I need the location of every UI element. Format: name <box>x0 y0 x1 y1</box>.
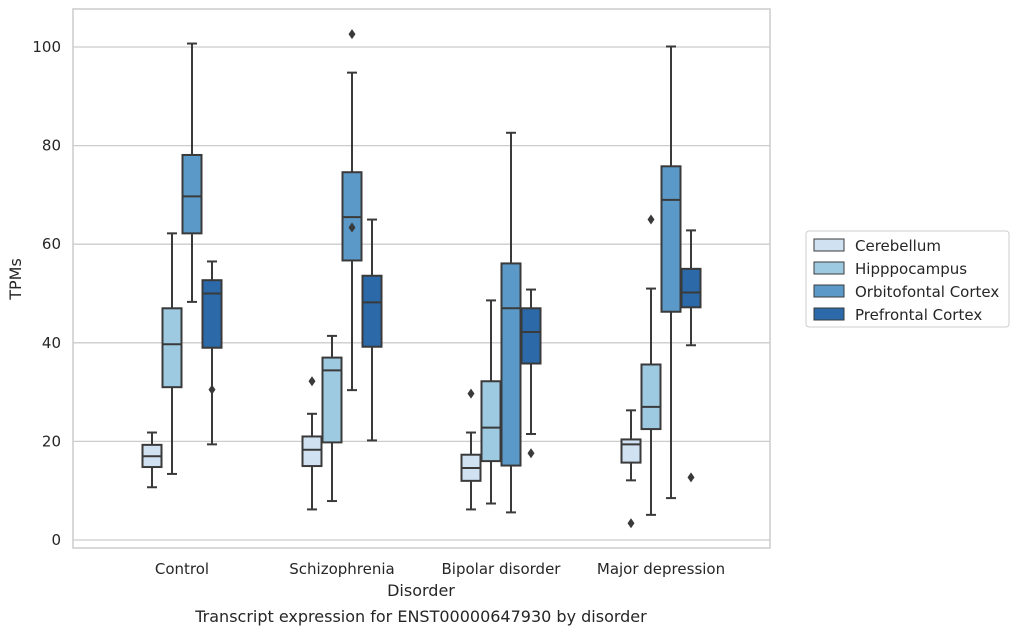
chart-caption: Transcript expression for ENST0000064793… <box>194 607 647 626</box>
y-tick-label: 60 <box>42 235 61 253</box>
x-tick-label: Schizophrenia <box>289 560 394 578</box>
x-tick-label: Major depression <box>597 560 725 578</box>
box-orbitofontal-cortex <box>500 131 522 514</box>
box-hipppocampus <box>161 232 183 475</box>
legend-swatch <box>813 307 845 321</box>
box-prefrontal-cortex <box>520 288 542 459</box>
legend-label: Orbitofontal Cortex <box>855 283 999 301</box>
legend-label: Cerebellum <box>855 237 941 255</box>
box-iqr <box>301 435 323 468</box>
box-cerebellum <box>620 409 642 529</box>
box-iqr <box>181 153 203 235</box>
box-iqr <box>480 380 502 463</box>
y-tick-label: 80 <box>42 137 61 155</box>
outlier-point <box>467 388 475 399</box>
x-tick-label: Bipolar disorder <box>442 560 562 578</box>
y-tick-label: 20 <box>42 432 61 450</box>
legend: Cerebellum Hipppocampus Orbitofontal Corte… <box>805 230 1010 328</box>
box-prefrontal-cortex <box>361 218 383 442</box>
legend-swatch <box>813 238 845 252</box>
box-orbitofontal-cortex <box>341 29 363 392</box>
box-iqr <box>680 267 702 309</box>
x-axis-label: Disorder <box>387 581 455 600</box>
box-iqr <box>321 356 343 444</box>
box-iqr <box>660 165 682 313</box>
y-tick-label: 0 <box>51 531 61 549</box>
box-orbitofontal-cortex <box>181 42 203 303</box>
y-axis-label: TPMs <box>6 258 25 301</box>
outlier-point <box>647 214 655 225</box>
box-hipppocampus <box>640 214 662 516</box>
box-iqr <box>361 274 383 348</box>
box-prefrontal-cortex <box>680 229 702 483</box>
box-orbitofontal-cortex <box>660 45 682 500</box>
gridlines <box>73 46 770 541</box>
outlier-point <box>308 376 316 387</box>
box-iqr <box>640 363 662 431</box>
outlier-point <box>348 222 356 233</box>
box-iqr <box>620 438 642 464</box>
box-iqr <box>500 262 522 467</box>
x-axis-ticks: Control Schizophrenia Bipolar disorder Majo… <box>155 560 725 578</box>
y-tick-label: 40 <box>42 334 61 352</box>
box-iqr <box>201 279 223 349</box>
outlier-point <box>527 448 535 459</box>
legend-label: Prefrontal Cortex <box>855 306 982 324</box>
y-axis-ticks: 0 20 40 60 80 100 <box>32 38 61 549</box>
box-prefrontal-cortex <box>201 260 223 446</box>
legend-frame <box>805 230 1010 328</box>
legend-swatch <box>813 261 845 275</box>
outlier-point <box>627 518 635 529</box>
box-hipppocampus <box>321 334 343 503</box>
box-series <box>141 29 702 529</box>
x-tick-label: Control <box>155 560 209 578</box>
box-cerebellum <box>460 388 482 511</box>
y-tick-label: 100 <box>32 38 61 56</box>
box-cerebellum <box>141 431 163 489</box>
outlier-point <box>687 472 695 483</box>
box-hipppocampus <box>480 299 502 505</box>
box-iqr <box>161 307 183 389</box>
outlier-point <box>348 29 356 40</box>
legend-label: Hipppocampus <box>855 260 967 278</box>
box-cerebellum <box>301 376 323 511</box>
box-iqr <box>520 307 542 365</box>
plot-frame <box>72 8 771 549</box>
legend-swatch <box>813 284 845 298</box>
outlier-point <box>208 384 216 395</box>
